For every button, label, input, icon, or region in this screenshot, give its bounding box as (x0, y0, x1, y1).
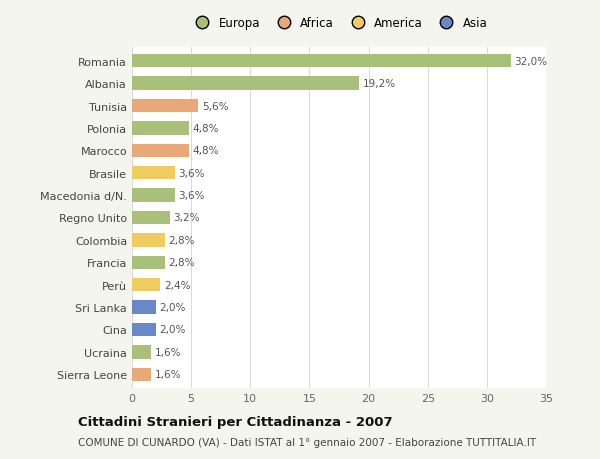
Text: 4,8%: 4,8% (193, 146, 219, 156)
Text: 5,6%: 5,6% (202, 101, 228, 111)
Text: 19,2%: 19,2% (362, 79, 396, 89)
Text: 2,4%: 2,4% (164, 280, 190, 290)
Text: 32,0%: 32,0% (514, 56, 547, 67)
Text: Cittadini Stranieri per Cittadinanza - 2007: Cittadini Stranieri per Cittadinanza - 2… (78, 415, 392, 428)
Text: 3,6%: 3,6% (178, 190, 205, 201)
Text: COMUNE DI CUNARDO (VA) - Dati ISTAT al 1° gennaio 2007 - Elaborazione TUTTITALIA: COMUNE DI CUNARDO (VA) - Dati ISTAT al 1… (78, 437, 536, 447)
Bar (132, 234, 165, 247)
Bar (132, 189, 175, 202)
Bar (132, 100, 198, 113)
Bar (132, 55, 511, 68)
Bar (132, 211, 170, 225)
Bar (132, 256, 165, 269)
Text: 2,0%: 2,0% (159, 302, 185, 313)
Bar (132, 301, 155, 314)
Text: 1,6%: 1,6% (154, 369, 181, 380)
Text: 2,8%: 2,8% (169, 235, 195, 246)
Bar (132, 77, 359, 91)
Bar (132, 122, 189, 135)
Legend: Europa, Africa, America, Asia: Europa, Africa, America, Asia (188, 15, 490, 33)
Text: 2,0%: 2,0% (159, 325, 185, 335)
Text: 3,2%: 3,2% (173, 213, 200, 223)
Bar (132, 323, 155, 336)
Bar (132, 167, 175, 180)
Bar (132, 368, 151, 381)
Text: 2,8%: 2,8% (169, 257, 195, 268)
Bar (132, 278, 160, 292)
Text: 3,6%: 3,6% (178, 168, 205, 179)
Text: 4,8%: 4,8% (193, 123, 219, 134)
Bar (132, 144, 189, 158)
Text: 1,6%: 1,6% (154, 347, 181, 357)
Bar (132, 346, 151, 359)
